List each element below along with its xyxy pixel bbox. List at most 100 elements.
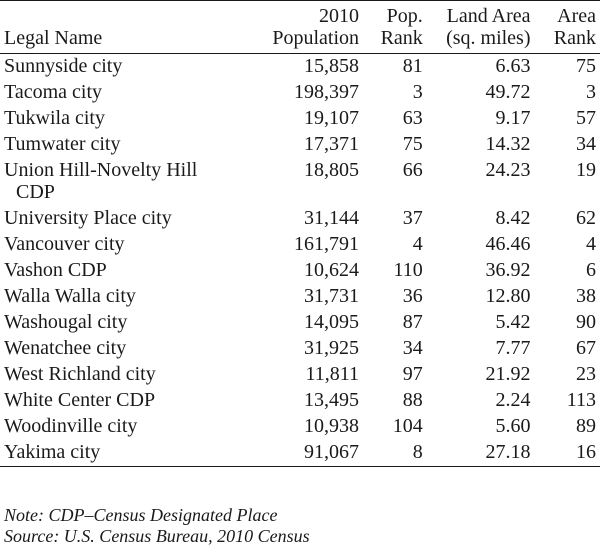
- cell-area-rank: 16: [576, 441, 596, 463]
- table-row: Tacoma city 198,397 3 49.72 3: [0, 80, 600, 106]
- cell-pop-rank: 37: [402, 207, 423, 229]
- cell-land-area: 49.72: [485, 81, 531, 103]
- table-row: Union Hill-Novelty Hill CDP 18,805 66 24.23 1…: [0, 158, 600, 206]
- cell-land-area: 7.77: [495, 337, 531, 359]
- cell-population: 161,791: [294, 233, 360, 255]
- cell-land-area: 5.42: [495, 311, 531, 333]
- cell-land-area: 12.80: [485, 285, 531, 307]
- cell-legal-name: White Center CDP: [4, 389, 156, 411]
- cell-pop-rank: 81: [402, 55, 423, 77]
- cell-area-rank: 67: [576, 337, 596, 359]
- table-row: Washougal city 14,095 87 5.42 90: [0, 310, 600, 336]
- cell-area-rank: 3: [586, 81, 596, 103]
- cell-pop-rank: 75: [402, 133, 423, 155]
- table-row: University Place city 31,144 37 8.42 62: [0, 206, 600, 232]
- cell-pop-rank: 8: [412, 441, 423, 463]
- cell-area-rank: 38: [576, 285, 596, 307]
- cell-legal-name: Union Hill-Novelty Hill CDP: [4, 159, 198, 203]
- cell-legal-name: Tukwila city: [4, 107, 105, 129]
- table-row: Tukwila city 19,107 63 9.17 57: [0, 106, 600, 132]
- cell-population: 31,925: [304, 337, 360, 359]
- cell-pop-rank: 104: [392, 415, 423, 437]
- table-row: Walla Walla city 31,731 36 12.80 38: [0, 284, 600, 310]
- cell-legal-name: Walla Walla city: [4, 285, 136, 307]
- cell-population: 14,095: [304, 311, 360, 333]
- cell-land-area: 27.18: [485, 441, 531, 463]
- cell-pop-rank: 66: [402, 159, 423, 181]
- cell-land-area: 46.46: [485, 233, 531, 255]
- cell-population: 19,107: [304, 107, 360, 129]
- cell-area-rank: 23: [576, 363, 596, 385]
- cell-land-area: 9.17: [495, 107, 531, 129]
- cell-population: 11,811: [305, 363, 360, 385]
- cell-land-area: 2.24: [495, 389, 531, 411]
- cell-area-rank: 90: [576, 311, 596, 333]
- table-body: Sunnyside city 15,858 81 6.63 75 Tacoma city 1…: [0, 54, 600, 467]
- cell-pop-rank: 97: [402, 363, 423, 385]
- cell-pop-rank: 110: [393, 259, 423, 281]
- cell-population: 31,144: [304, 207, 360, 229]
- table-row: White Center CDP 13,495 88 2.24 113: [0, 388, 600, 414]
- cell-population: 10,938: [304, 415, 360, 437]
- cell-population: 13,495: [304, 389, 360, 411]
- cell-area-rank: 19: [576, 159, 596, 181]
- cell-area-rank: 4: [586, 233, 596, 255]
- table-row: Vancouver city 161,791 4 46.46 4: [0, 232, 600, 258]
- census-table: Legal Name 2010 Population Pop. Rank Lan…: [0, 0, 600, 467]
- cell-pop-rank: 34: [402, 337, 423, 359]
- header-land-area: Land Area (sq. miles): [446, 5, 531, 49]
- cell-legal-name: Wenatchee city: [4, 337, 127, 359]
- cell-population: 10,624: [304, 259, 360, 281]
- header-area-rank: Area Rank: [553, 5, 596, 49]
- header-pop-rank: Pop. Rank: [380, 5, 423, 49]
- note-text: Note: CDP–Census Designated Place: [4, 505, 278, 525]
- cell-area-rank: 75: [576, 55, 596, 77]
- cell-area-rank: 34: [576, 133, 596, 155]
- cell-area-rank: 57: [576, 107, 596, 129]
- cell-population: 17,371: [304, 133, 360, 155]
- table-row: Vashon CDP 10,624 110 36.92 6: [0, 258, 600, 284]
- cell-area-rank: 6: [586, 259, 596, 281]
- cell-area-rank: 89: [576, 415, 596, 437]
- cell-legal-name: Washougal city: [4, 311, 128, 333]
- cell-land-area: 24.23: [485, 159, 531, 181]
- cell-land-area: 8.42: [495, 207, 531, 229]
- table-row: Tumwater city 17,371 75 14.32 34: [0, 132, 600, 158]
- cell-legal-name: Woodinville city: [4, 415, 138, 437]
- cell-legal-name: Vancouver city: [4, 233, 125, 255]
- cell-population: 91,067: [304, 441, 360, 463]
- cell-legal-name: Sunnyside city: [4, 55, 123, 77]
- cell-area-rank: 113: [566, 389, 596, 411]
- cell-population: 15,858: [304, 55, 360, 77]
- cell-pop-rank: 3: [412, 81, 423, 103]
- table-row: Sunnyside city 15,858 81 6.63 75: [0, 54, 600, 81]
- table-row: Wenatchee city 31,925 34 7.77 67: [0, 336, 600, 362]
- table-row: Yakima city 91,067 8 27.18 16: [0, 440, 600, 467]
- cell-legal-name: Yakima city: [4, 441, 101, 463]
- cell-legal-name: Tumwater city: [4, 133, 121, 155]
- cell-land-area: 21.92: [485, 363, 531, 385]
- header-population: 2010 Population: [272, 5, 360, 49]
- cell-legal-name: Tacoma city: [4, 81, 102, 103]
- cell-area-rank: 62: [576, 207, 596, 229]
- cell-population: 18,805: [304, 159, 360, 181]
- cell-legal-name: University Place city: [4, 207, 172, 229]
- cell-legal-name: Vashon CDP: [4, 259, 107, 281]
- table-row: West Richland city 11,811 97 21.92 23: [0, 362, 600, 388]
- header-legal-name: Legal Name: [4, 27, 103, 49]
- source-text: Source: U.S. Census Bureau, 2010 Census: [4, 526, 310, 546]
- cell-population: 31,731: [304, 285, 360, 307]
- table-header-row: Legal Name 2010 Population Pop. Rank Lan…: [0, 0, 600, 54]
- cell-pop-rank: 4: [412, 233, 423, 255]
- cell-land-area: 6.63: [495, 55, 531, 77]
- cell-pop-rank: 87: [402, 311, 423, 333]
- table-row: Woodinville city 10,938 104 5.60 89: [0, 414, 600, 440]
- table-notes: Note: CDP–Census Designated Place Source…: [4, 505, 310, 547]
- cell-population: 198,397: [294, 81, 360, 103]
- cell-pop-rank: 63: [402, 107, 423, 129]
- cell-pop-rank: 88: [402, 389, 423, 411]
- cell-land-area: 5.60: [495, 415, 531, 437]
- cell-pop-rank: 36: [402, 285, 423, 307]
- cell-land-area: 36.92: [485, 259, 531, 281]
